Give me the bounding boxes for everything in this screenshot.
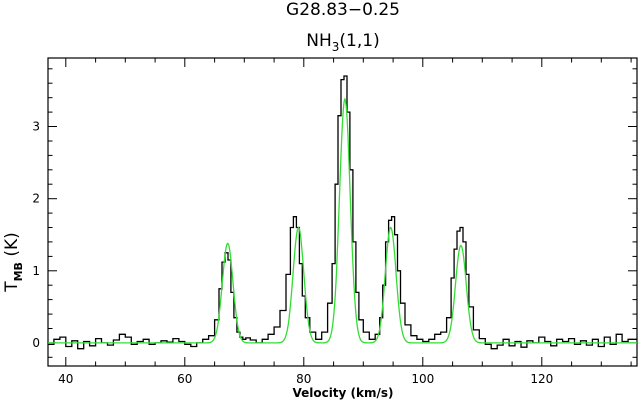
chart-subtitle: NH3(1,1) — [306, 31, 379, 54]
ticks-layer — [48, 58, 637, 366]
y-axis-label: TMB (K) — [2, 232, 25, 293]
subtitle-rest: (1,1) — [339, 31, 379, 51]
x-tick-label: 80 — [296, 372, 311, 386]
chart-title: G28.83−0.25 — [286, 0, 400, 20]
series-layer — [48, 75, 637, 350]
fit-model-line — [48, 97, 637, 344]
x-tick-label: 120 — [530, 372, 553, 386]
y-tick-label: 0 — [32, 336, 40, 350]
x-tick-label: 40 — [58, 372, 73, 386]
y-tick-label: 1 — [32, 264, 40, 278]
plot-frame — [47, 57, 638, 367]
ylabel-rest: (K) — [2, 232, 22, 262]
x-axis-label: Velocity (km/s) — [292, 386, 393, 400]
ylabel-subscript: MB — [12, 262, 25, 281]
ylabel-main: T — [2, 281, 22, 293]
observed-spectrum-line — [48, 75, 637, 350]
y-tick-label: 2 — [32, 192, 40, 206]
subtitle-main: NH — [306, 31, 332, 51]
x-tick-label: 60 — [177, 372, 192, 386]
subtitle-subscript: 3 — [332, 40, 340, 54]
tick-labels-layer: 40 60 80 100 120 0 1 2 3 — [32, 120, 553, 387]
y-tick-label: 3 — [32, 120, 40, 134]
x-tick-label: 100 — [411, 372, 434, 386]
